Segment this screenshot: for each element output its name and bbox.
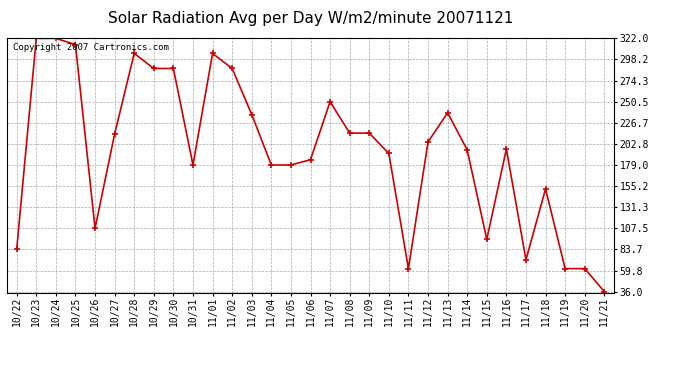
Text: Solar Radiation Avg per Day W/m2/minute 20071121: Solar Radiation Avg per Day W/m2/minute … — [108, 11, 513, 26]
Text: Copyright 2007 Cartronics.com: Copyright 2007 Cartronics.com — [13, 43, 169, 52]
